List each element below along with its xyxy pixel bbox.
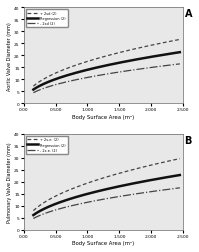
Regression (2) — [32, 89, 35, 92]
- 2s.e. (2) — [50, 210, 52, 213]
X-axis label: Body Surface Area (m²): Body Surface Area (m²) — [72, 114, 135, 119]
Regression (2) — [32, 214, 35, 217]
- 2s.e. (2) — [32, 217, 35, 220]
- 2sd (2) — [179, 63, 181, 66]
+ 2s.e. (2) — [139, 167, 141, 170]
Regression (2) — [138, 58, 140, 61]
- 2sd (2) — [124, 70, 127, 73]
Regression (2) — [50, 204, 52, 207]
+ 2sd (2) — [124, 50, 127, 53]
+ 2s.e. (2) — [138, 167, 140, 170]
- 2s.e. (2) — [80, 202, 82, 205]
Legend: + 2sd (2), Regression (2), - 2sd (2): + 2sd (2), Regression (2), - 2sd (2) — [25, 10, 68, 28]
- 2sd (2) — [50, 85, 52, 88]
+ 2sd (2) — [80, 63, 82, 66]
Y-axis label: Pulmonary Valve Diameter (mm): Pulmonary Valve Diameter (mm) — [7, 142, 12, 222]
Line: Regression (2): Regression (2) — [33, 175, 180, 215]
+ 2s.e. (2) — [124, 170, 127, 173]
- 2s.e. (2) — [124, 194, 127, 197]
+ 2s.e. (2) — [90, 180, 93, 183]
Y-axis label: Aortic Valve Diameter (mm): Aortic Valve Diameter (mm) — [7, 22, 12, 90]
- 2s.e. (2) — [179, 186, 181, 190]
+ 2s.e. (2) — [179, 158, 181, 161]
- 2sd (2) — [138, 68, 140, 71]
- 2sd (2) — [90, 76, 93, 79]
+ 2s.e. (2) — [80, 184, 82, 187]
+ 2sd (2) — [50, 74, 52, 77]
- 2s.e. (2) — [138, 192, 140, 195]
- 2sd (2) — [80, 78, 82, 81]
Line: + 2sd (2): + 2sd (2) — [33, 40, 180, 87]
+ 2sd (2) — [139, 47, 141, 50]
Regression (2) — [124, 61, 127, 64]
Text: B: B — [185, 135, 192, 145]
+ 2sd (2) — [32, 85, 35, 88]
Regression (2) — [80, 194, 82, 197]
- 2sd (2) — [139, 68, 141, 71]
- 2s.e. (2) — [90, 200, 93, 203]
Regression (2) — [90, 68, 93, 71]
Regression (2) — [138, 181, 140, 184]
- 2s.e. (2) — [139, 192, 141, 195]
Line: - 2s.e. (2): - 2s.e. (2) — [33, 188, 180, 219]
Regression (2) — [124, 184, 127, 187]
X-axis label: Body Surface Area (m²): Body Surface Area (m²) — [72, 240, 135, 245]
Regression (2) — [50, 80, 52, 83]
Regression (2) — [90, 192, 93, 195]
+ 2sd (2) — [179, 39, 181, 42]
Regression (2) — [179, 174, 181, 177]
+ 2sd (2) — [90, 59, 93, 62]
Legend: + 2s.e. (2), Regression (2), - 2s.e. (2): + 2s.e. (2), Regression (2), - 2s.e. (2) — [25, 136, 68, 154]
Line: Regression (2): Regression (2) — [33, 53, 180, 90]
Line: + 2s.e. (2): + 2s.e. (2) — [33, 159, 180, 211]
Text: A: A — [185, 9, 192, 19]
+ 2s.e. (2) — [50, 197, 52, 200]
+ 2sd (2) — [138, 47, 140, 50]
+ 2s.e. (2) — [32, 209, 35, 212]
Regression (2) — [80, 71, 82, 74]
Regression (2) — [139, 181, 141, 184]
Regression (2) — [139, 58, 141, 61]
- 2sd (2) — [32, 92, 35, 95]
Regression (2) — [179, 51, 181, 54]
Line: - 2sd (2): - 2sd (2) — [33, 65, 180, 93]
